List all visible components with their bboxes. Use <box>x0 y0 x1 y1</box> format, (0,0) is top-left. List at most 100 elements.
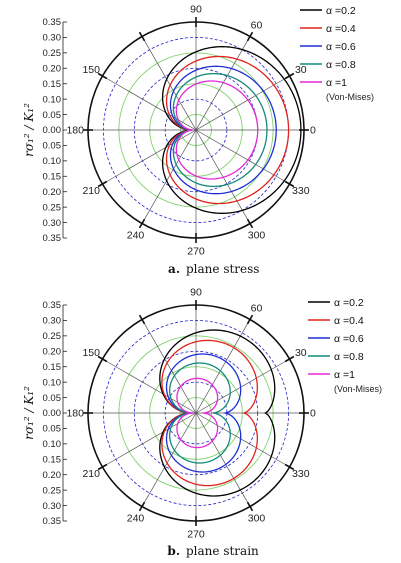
y-tick-label: 0.30 <box>43 501 62 512</box>
angle-label: 0 <box>310 408 316 420</box>
angle-tick-mark <box>138 501 146 512</box>
y-tick-label: 0.25 <box>43 202 62 213</box>
y-tick-label: 0.30 <box>43 316 62 327</box>
y-tick-label: 0.30 <box>43 218 62 229</box>
legend-label: α =0.6 <box>334 333 364 345</box>
angle-label: 270 <box>187 246 205 258</box>
y-tick-label: 0.35 <box>43 300 62 311</box>
y-tick-label: 0.05 <box>43 110 62 121</box>
angle-label: 90 <box>190 4 202 16</box>
y-tick-label: 0.20 <box>43 63 62 74</box>
radial-spoke <box>195 412 290 468</box>
angle-label: 30 <box>295 64 307 76</box>
angle-label: 240 <box>127 229 145 241</box>
panel-plane-strain: 0.35 0.30 0.25 0.20 0.15 0.10 0.05 0.00 0.05 0.10… <box>22 287 382 559</box>
angle-label: 330 <box>292 468 310 480</box>
legend-label: α =1 <box>326 77 347 89</box>
legend-label: α =0.8 <box>334 351 364 363</box>
legend-label: α =0.2 <box>326 5 356 17</box>
angle-label: 0 <box>310 125 316 137</box>
series-line <box>159 329 276 497</box>
legend-label: α =0.4 <box>334 315 364 327</box>
angle-label: 240 <box>127 512 145 524</box>
angle-tick-mark <box>284 355 295 363</box>
y-tick-label: 0.00 <box>43 408 62 419</box>
y-tick-label: 0.20 <box>43 470 62 481</box>
y-tick-label: 0.10 <box>43 439 62 450</box>
series-line <box>165 353 242 473</box>
angle-label: 270 <box>187 529 205 541</box>
legend-label: α =0.2 <box>334 297 364 309</box>
caption-letter: a. <box>168 262 180 276</box>
angle-tick-mark <box>284 180 295 188</box>
y-axis-label: rσ₁² / K₁² <box>22 386 36 440</box>
angle-tick-mark <box>97 72 108 80</box>
legend-note: (Von-Mises) <box>326 92 374 102</box>
radial-spoke <box>195 319 251 414</box>
angle-label: 30 <box>295 347 307 359</box>
radial-spoke <box>141 319 197 414</box>
angle-tick-mark <box>138 218 146 229</box>
series-line <box>175 80 259 180</box>
y-tick-label: 0.15 <box>43 362 62 373</box>
caption-letter: b. <box>167 544 180 558</box>
angle-label: 210 <box>82 468 100 480</box>
series-line <box>161 339 259 487</box>
y-tick-label: 0.15 <box>43 171 62 182</box>
legend-label: α =0.4 <box>326 23 356 35</box>
series-line <box>172 72 268 188</box>
legend-label: α =0.6 <box>326 41 356 53</box>
y-tick-label: 0.20 <box>43 346 62 357</box>
radial-spoke <box>102 412 197 468</box>
angle-label: 180 <box>66 408 84 420</box>
radial-spoke <box>102 75 197 131</box>
radial-spoke <box>102 129 197 185</box>
angle-tick-mark <box>97 180 108 188</box>
angle-label: 90 <box>190 287 202 299</box>
angle-label: 60 <box>251 20 263 32</box>
angle-tick-mark <box>246 218 254 229</box>
angle-label: 210 <box>82 185 100 197</box>
radial-spoke <box>141 129 197 224</box>
y-tick-label: 0.25 <box>43 331 62 342</box>
y-tick-label: 0.10 <box>43 377 62 388</box>
series-line <box>165 55 290 205</box>
angle-tick-mark <box>246 501 254 512</box>
y-tick-label: 0.05 <box>43 141 62 152</box>
angle-label: 150 <box>82 64 100 76</box>
radial-spoke <box>195 358 290 414</box>
y-tick-label: 0.00 <box>43 125 62 136</box>
radial-spoke <box>141 412 197 507</box>
caption-text: plane stress <box>186 262 259 276</box>
caption-text: plane strain <box>186 544 259 558</box>
angle-tick-mark <box>138 31 146 42</box>
series-line <box>176 377 219 449</box>
angle-label: 300 <box>248 229 266 241</box>
angle-label: 300 <box>248 512 266 524</box>
y-tick-label: 0.15 <box>43 454 62 465</box>
radial-spoke <box>141 36 197 131</box>
angle-tick-mark <box>246 314 254 325</box>
legend-note: (Von-Mises) <box>334 384 382 394</box>
y-tick-label: 0.15 <box>43 79 62 90</box>
radial-spoke <box>195 412 251 507</box>
angle-label: 60 <box>251 303 263 315</box>
y-tick-label: 0.20 <box>43 187 62 198</box>
angle-tick-mark <box>138 314 146 325</box>
angle-tick-mark <box>97 463 108 471</box>
panel-plane-stress: 0.35 0.30 0.25 0.20 0.15 0.10 0.05 0.00 0.05 0.10… <box>22 4 374 277</box>
legend-label: α =1 <box>334 369 355 381</box>
series-line <box>161 46 302 214</box>
legend-label: α =0.8 <box>326 59 356 71</box>
angle-label: 330 <box>292 185 310 197</box>
y-tick-label: 0.35 <box>43 233 62 244</box>
series-line <box>168 362 231 464</box>
y-axis-label: rσ₁² / K₁² <box>22 103 36 157</box>
angle-tick-mark <box>97 355 108 363</box>
series-line <box>169 65 277 195</box>
y-tick-label: 0.10 <box>43 156 62 167</box>
angle-tick-mark <box>284 463 295 471</box>
y-tick-label: 0.05 <box>43 424 62 435</box>
angle-label: 180 <box>66 125 84 137</box>
